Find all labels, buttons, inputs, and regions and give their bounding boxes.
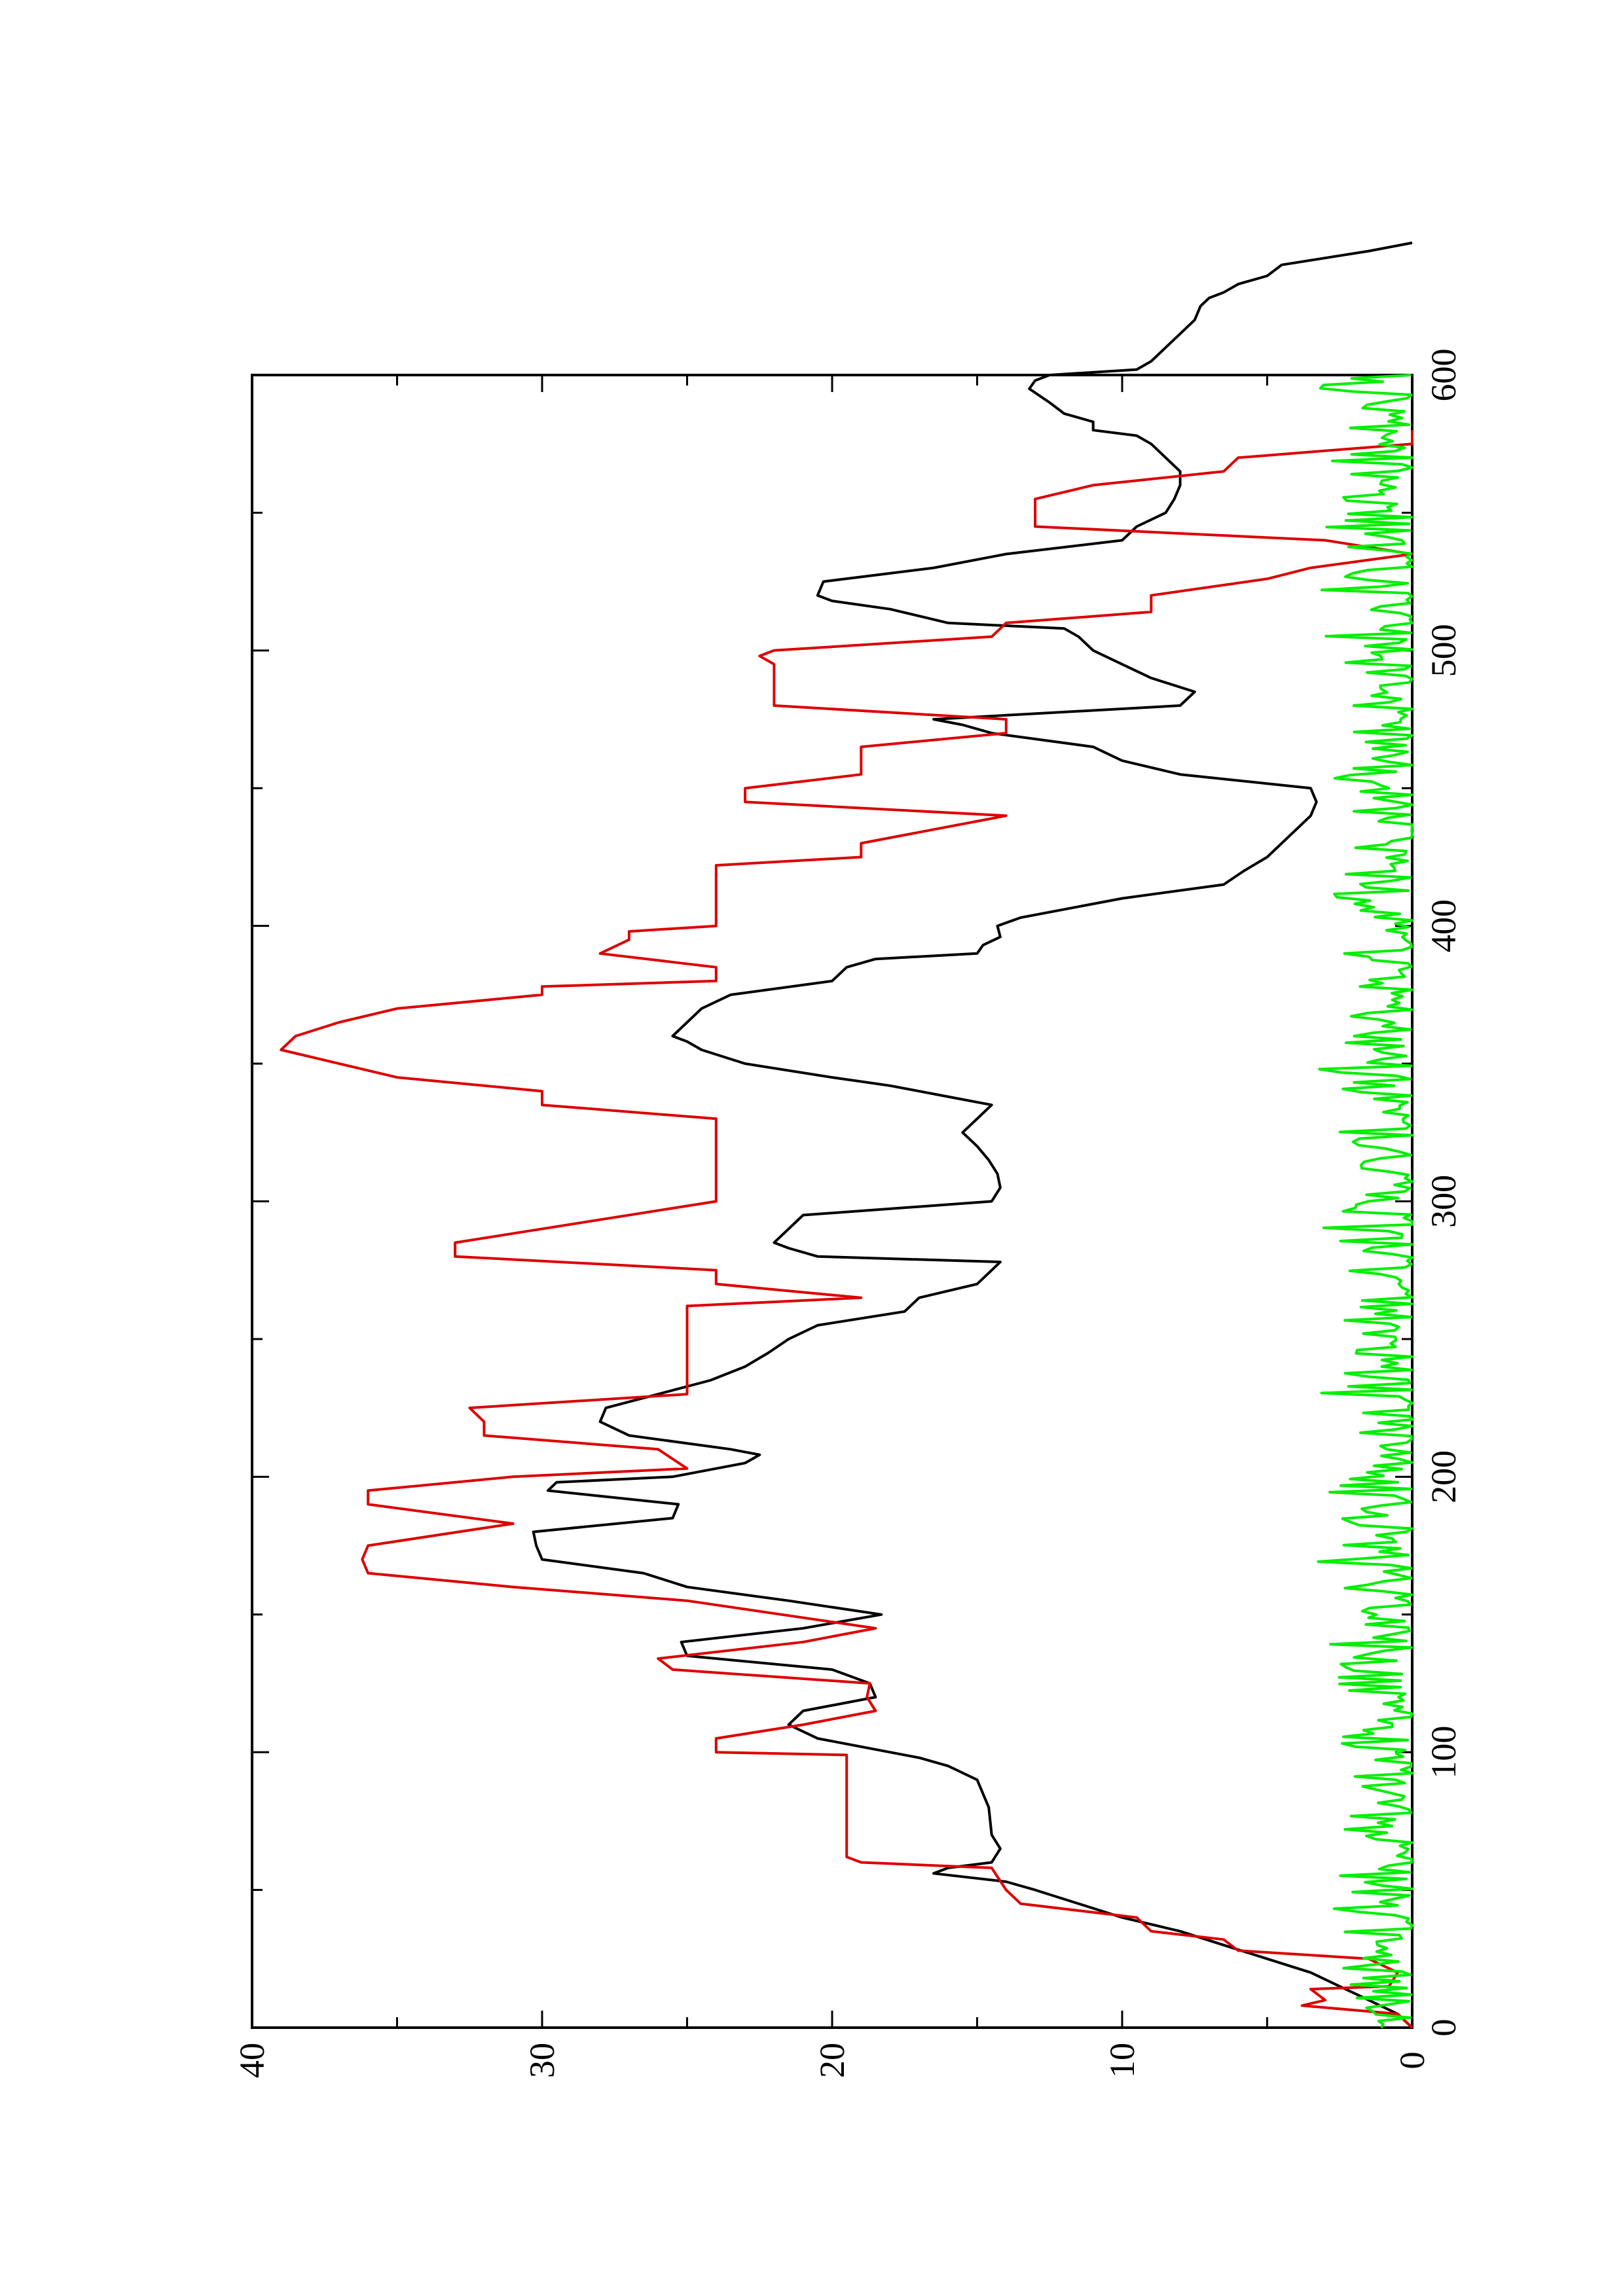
x-tick-label: 400 (1424, 899, 1463, 952)
y-tick-label: 10 (1103, 2043, 1142, 2078)
series-black (532, 242, 1413, 2029)
y-tick-label: 0 (1393, 2052, 1432, 2070)
series-green (1317, 374, 1413, 2029)
series-layer (280, 242, 1413, 2029)
x-tick-label: 600 (1424, 349, 1463, 402)
x-tick-label: 200 (1424, 1450, 1463, 1503)
ticks (251, 374, 1413, 2029)
y-tick-label: 30 (522, 2043, 562, 2078)
y-tick-label: 40 (232, 2043, 272, 2078)
x-tick-label: 0 (1424, 2019, 1463, 2037)
x-tick-label: 500 (1424, 624, 1463, 677)
y-tick-label: 20 (812, 2043, 852, 2078)
tick-labels: 0 100 200 300 400 500 600 0 10 20 30 40 (232, 349, 1463, 2079)
x-tick-label: 300 (1424, 1175, 1463, 1228)
plot-frame (251, 374, 1413, 2029)
series-red (280, 430, 1413, 2029)
x-tick-label: 100 (1424, 1726, 1463, 1779)
